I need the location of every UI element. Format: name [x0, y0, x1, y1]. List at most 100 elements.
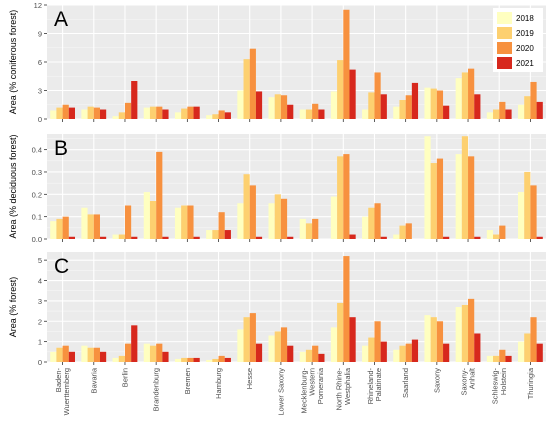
bar-C-2020-cat8: [312, 345, 319, 362]
bar-A-2019-cat2: [118, 112, 125, 119]
bar-B-2019-cat6: [243, 174, 250, 239]
bar-B-2019-cat5: [212, 230, 219, 239]
bar-A-2018-cat2: [112, 116, 119, 119]
y-tick-label: 3: [38, 297, 42, 306]
x-tick-label: Brandenburg: [152, 368, 161, 411]
bar-A-2021-cat1: [99, 109, 107, 119]
bar-B-2021-cat3: [162, 236, 169, 239]
bar-A-2021-cat8: [318, 109, 325, 119]
bar-A-2021-cat2: [131, 81, 138, 119]
bar-B-2018-cat5: [206, 230, 213, 239]
bar-B-2019-cat13: [461, 136, 469, 239]
bar-C-2019-cat2: [118, 355, 125, 362]
bar-B-2019-cat1: [87, 214, 94, 239]
bar-B-2019-cat15: [524, 171, 531, 239]
bar-A-2018-cat3: [143, 107, 150, 119]
x-tick-label: Schleswig-Holstein: [491, 368, 508, 405]
bar-A-2020-cat8: [312, 103, 319, 119]
y-tick-label: 0.3: [32, 168, 42, 177]
bar-C-2018-cat0: [50, 351, 57, 362]
bar-B-2020-cat2: [124, 205, 132, 239]
bar-A-2018-cat15: [518, 104, 525, 119]
panel-label: B: [54, 137, 68, 160]
bar-A-2019-cat1: [87, 106, 94, 119]
bar-A-2021-cat9: [349, 69, 356, 119]
bar-A-2018-cat14: [486, 112, 494, 119]
bar-B-2020-cat1: [93, 214, 100, 239]
bar-B-2021-cat0: [68, 236, 75, 239]
bar-B-2019-cat2: [118, 234, 125, 239]
y-tick-label: 1: [38, 338, 42, 347]
legend-swatch-2018: [497, 12, 512, 24]
bar-C-2018-cat14: [486, 355, 494, 362]
bar-C-2021-cat3: [162, 351, 169, 362]
bar-A-2019-cat6: [243, 59, 250, 119]
bar-C-2019-cat15: [524, 333, 531, 362]
bar-C-2018-cat10: [362, 345, 369, 362]
bar-A-2021-cat4: [193, 106, 200, 119]
bar-A-2020-cat14: [499, 101, 506, 119]
bar-C-2021-cat13: [474, 333, 481, 362]
bar-C-2018-cat5: [206, 359, 213, 362]
bar-C-2019-cat7: [274, 331, 281, 362]
legend: 2018 2019 2020 2021: [493, 8, 543, 72]
bar-B-2019-cat0: [56, 218, 63, 239]
y-tick-label: 0.4: [32, 146, 42, 155]
bar-A-2018-cat4: [174, 112, 182, 119]
bar-B-2019-cat11: [399, 225, 406, 239]
bar-B-2021-cat2: [131, 236, 138, 239]
bar-B-2018-cat4: [174, 207, 182, 239]
bar-A-2018-cat7: [268, 97, 275, 119]
bar-A-2019-cat7: [274, 94, 281, 119]
y-axis-title: Area (% coniferous forest): [8, 10, 18, 115]
bar-C-2018-cat15: [518, 341, 525, 362]
bar-B-2020-cat13: [468, 156, 475, 239]
x-tick-label: Bavaria: [89, 367, 98, 393]
bar-A-2018-cat9: [330, 91, 338, 119]
bar-A-2020-cat15: [530, 81, 537, 119]
bar-C-2019-cat9: [337, 302, 344, 362]
x-tick-label: Berlin: [120, 368, 129, 387]
bar-A-2020-cat1: [93, 107, 100, 119]
bar-B-2020-cat5: [218, 212, 225, 239]
bar-A-2018-cat6: [237, 90, 244, 119]
bar-B-2021-cat4: [193, 236, 200, 239]
bar-B-2020-cat0: [62, 216, 69, 239]
bar-B-2018-cat10: [362, 216, 369, 239]
bar-A-2021-cat7: [287, 104, 294, 119]
legend-label-2020: 2020: [516, 44, 534, 53]
bar-B-2018-cat3: [143, 192, 150, 239]
bar-A-2021-cat11: [411, 82, 419, 119]
bar-B-2018-cat11: [393, 234, 400, 239]
bar-A-2018-cat1: [81, 109, 88, 119]
bar-B-2020-cat15: [530, 185, 537, 239]
bar-B-2019-cat10: [368, 207, 375, 239]
bar-C-2020-cat0: [62, 345, 69, 362]
bar-C-2020-cat1: [93, 347, 100, 362]
bar-B-2018-cat6: [237, 203, 244, 239]
bar-C-2018-cat6: [237, 329, 244, 362]
bar-A-2021-cat0: [68, 107, 75, 119]
bar-B-2021-cat15: [536, 236, 543, 239]
bar-C-2020-cat10: [374, 321, 381, 362]
bar-A-2018-cat5: [206, 115, 213, 119]
bar-B-2021-cat13: [474, 236, 481, 239]
bar-C-2021-cat4: [193, 357, 200, 362]
bar-A-2019-cat13: [461, 72, 469, 119]
bar-C-2019-cat0: [56, 347, 63, 362]
bar-C-2021-cat8: [318, 353, 325, 362]
y-tick-label: 0.2: [32, 190, 42, 199]
bar-B-2019-cat9: [337, 156, 344, 239]
bar-A-2021-cat13: [474, 94, 481, 119]
bar-B-2019-cat7: [274, 194, 281, 239]
bar-A-2020-cat10: [374, 72, 381, 119]
legend-swatch-2020: [497, 42, 512, 54]
y-tick-label: 0: [38, 115, 42, 124]
bar-B-2018-cat1: [81, 207, 88, 239]
x-tick-label: Saarland: [401, 368, 410, 398]
bar-A-2020-cat5: [218, 110, 225, 119]
bar-A-2020-cat12: [436, 90, 444, 119]
x-tick-label: Rhineland-Palatinate: [366, 368, 383, 405]
bar-C-2020-cat5: [218, 355, 225, 362]
bar-B-2018-cat12: [424, 136, 431, 239]
